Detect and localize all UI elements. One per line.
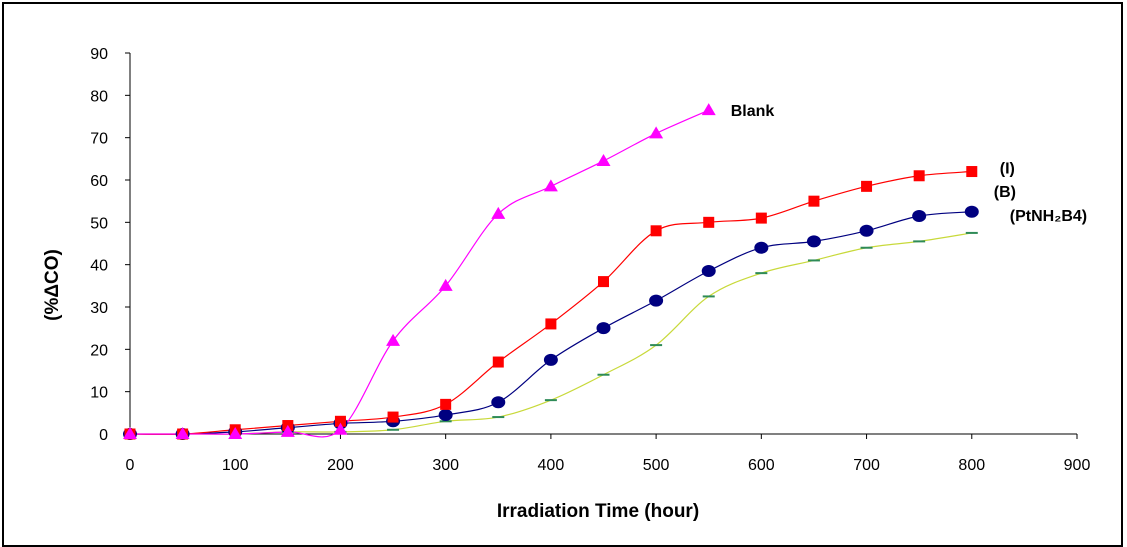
- data-point-square: [650, 225, 662, 237]
- x-tick-label: 600: [748, 457, 775, 474]
- y-tick-label: 0: [99, 427, 108, 444]
- data-point-square: [387, 411, 399, 423]
- x-tick-label: 800: [958, 457, 985, 474]
- data-point-triangle: [543, 179, 558, 192]
- x-tick-label: 100: [222, 457, 249, 474]
- data-point-triangle: [649, 126, 664, 139]
- series-labels: Blank (I) (B) (PtNH₂B4): [731, 103, 1087, 225]
- y-axis-title: (%ΔCO): [42, 249, 63, 321]
- data-point-triangle: [386, 333, 401, 346]
- data-point-square: [545, 318, 557, 330]
- series-label-3: (PtNH₂B4): [1010, 208, 1087, 225]
- y-tick-label: 40: [90, 258, 108, 275]
- x-tick-label: 300: [432, 457, 459, 474]
- data-point-circle: [912, 209, 927, 222]
- data-point-circle: [859, 224, 874, 237]
- x-tick-label: 500: [643, 457, 670, 474]
- data-point-triangle: [280, 424, 295, 437]
- series-label-1: (I): [1000, 161, 1015, 178]
- data-point-circle: [806, 235, 821, 248]
- x-tick-label: 900: [1064, 457, 1091, 474]
- data-point-square: [440, 398, 452, 410]
- x-tick-label: 700: [853, 457, 880, 474]
- data-point-triangle: [438, 278, 453, 291]
- x-tick-label: 200: [327, 457, 354, 474]
- data-point-circle: [701, 265, 716, 278]
- data-point-circle: [964, 205, 979, 218]
- data-point-triangle: [228, 427, 243, 439]
- series-line-3: [130, 232, 972, 435]
- series-label-2: (B): [994, 184, 1016, 201]
- data-point-triangle: [701, 103, 716, 116]
- y-tick-label: 20: [90, 342, 108, 359]
- data-point-square: [334, 415, 346, 427]
- y-tick-label: 60: [90, 173, 108, 190]
- x-axis-title: Irradiation Time (hour): [497, 501, 699, 522]
- y-tick-label: 30: [90, 300, 108, 317]
- data-point-square: [808, 195, 820, 207]
- data-point-triangle: [596, 153, 611, 166]
- data-point-circle: [649, 294, 664, 307]
- data-point-square: [861, 180, 873, 192]
- data-point-square: [703, 216, 715, 228]
- data-point-square: [755, 212, 767, 224]
- data-point-triangle: [491, 206, 506, 219]
- data-point-square: [598, 276, 609, 288]
- series-line-0: [130, 109, 709, 438]
- data-point-circle: [543, 353, 558, 366]
- data-point-circle: [491, 396, 506, 409]
- data-point-triangle: [333, 422, 348, 435]
- y-tick-label: 70: [90, 131, 108, 148]
- y-tick-label: 50: [90, 215, 108, 232]
- y-tick-label: 10: [90, 385, 108, 402]
- data-point-circle: [438, 408, 453, 421]
- series-markers: [123, 103, 979, 440]
- data-point-triangle: [123, 427, 137, 439]
- data-point-square: [492, 356, 504, 368]
- series-label-0: Blank: [731, 103, 775, 120]
- y-tick-label: 90: [90, 46, 108, 63]
- x-tick-label: 0: [126, 457, 135, 474]
- data-point-circle: [754, 241, 769, 254]
- data-point-circle: [596, 322, 611, 335]
- x-tick-label: 400: [538, 457, 565, 474]
- y-tick-label: 80: [90, 88, 108, 105]
- data-point-triangle: [175, 427, 190, 439]
- data-point-square: [966, 166, 978, 178]
- series-line-1: [129, 170, 972, 435]
- data-point-square: [913, 170, 925, 182]
- series-lines: [129, 109, 972, 438]
